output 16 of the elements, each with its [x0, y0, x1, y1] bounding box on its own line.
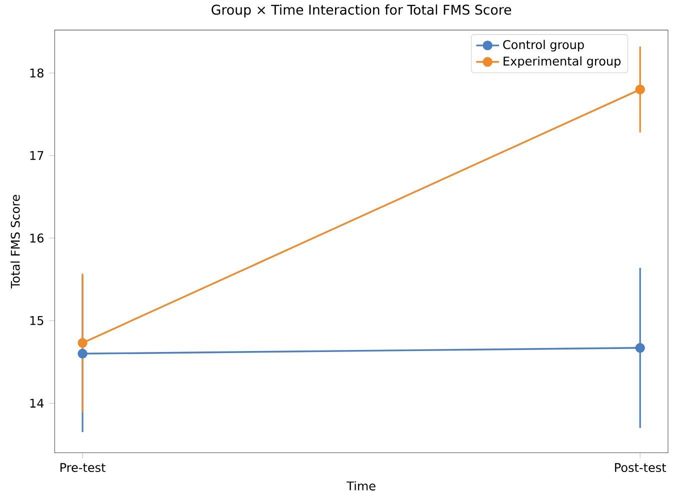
legend-label: Experimental group	[504, 56, 621, 68]
point	[635, 343, 645, 353]
legend-label: Control group	[503, 40, 584, 52]
y-tick-label: 18	[30, 68, 44, 78]
point	[78, 338, 88, 348]
point	[635, 84, 645, 95]
x-axis-title: Time	[346, 481, 376, 491]
point	[78, 348, 88, 359]
y-tick-label: 16	[30, 234, 44, 243]
chart-title: Group × Time Interaction for Total FMS Score	[212, 4, 512, 18]
x-tick-label: Pre-test	[60, 463, 106, 472]
y-tick-label: 15	[30, 316, 44, 326]
y-axis-title: Total FMS Score	[10, 195, 20, 289]
y-tick-label: 14	[30, 398, 44, 408]
y-tick-label: 17	[30, 151, 44, 160]
x-tick-label: Post-test	[615, 463, 666, 472]
